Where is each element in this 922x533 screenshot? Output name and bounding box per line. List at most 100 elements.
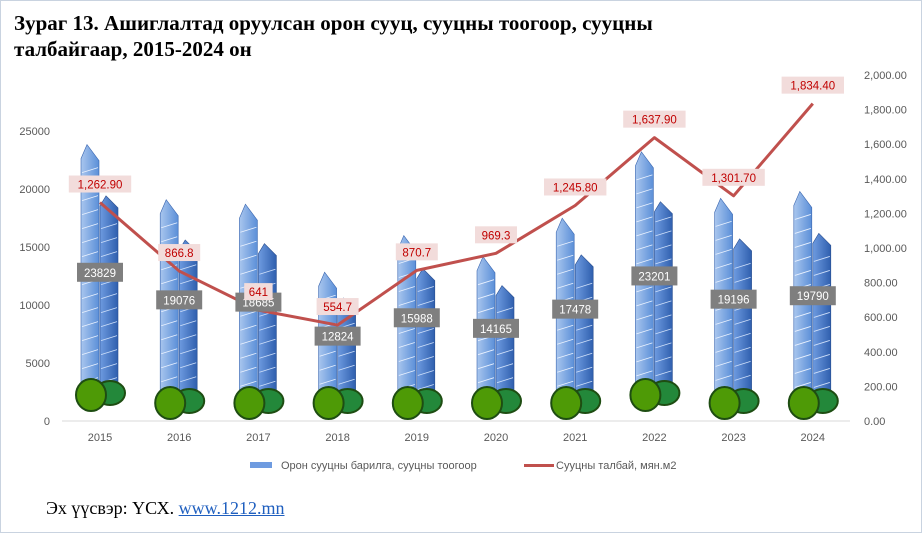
window-line bbox=[794, 368, 811, 374]
window-line bbox=[655, 286, 672, 293]
bar-value-box bbox=[631, 266, 678, 286]
bar-value-box bbox=[789, 286, 836, 306]
line-value-box bbox=[702, 168, 765, 186]
tree-icon bbox=[629, 378, 662, 412]
bar-value-label: 19790 bbox=[797, 291, 829, 303]
window-line bbox=[81, 223, 99, 229]
window-line bbox=[161, 376, 178, 383]
window-line bbox=[655, 356, 672, 363]
legend: Орон сууцны барилга, сууцны тоогоор Сууц… bbox=[250, 460, 676, 472]
window-line bbox=[576, 380, 593, 387]
title-line-1: Зураг 13. Ашиглалтад оруулсан орон сууц,… bbox=[14, 11, 653, 35]
source-link[interactable]: www.1212.mn bbox=[178, 498, 285, 518]
window-line bbox=[100, 335, 118, 341]
window-line bbox=[734, 276, 751, 283]
tree-icon bbox=[312, 386, 345, 420]
window-line bbox=[794, 214, 811, 220]
window-line bbox=[636, 300, 653, 307]
window-line bbox=[417, 300, 434, 306]
window-line bbox=[715, 262, 732, 269]
window-line bbox=[813, 270, 830, 276]
bar-value-box bbox=[473, 318, 519, 338]
window-line bbox=[100, 363, 118, 369]
bar-value-box bbox=[393, 308, 440, 328]
window-line bbox=[81, 209, 99, 215]
window-line bbox=[338, 364, 355, 371]
window-line bbox=[477, 293, 495, 300]
window-line bbox=[240, 240, 257, 247]
window-line bbox=[81, 335, 99, 341]
window-line bbox=[734, 262, 751, 269]
window-line bbox=[259, 268, 276, 275]
window-line bbox=[576, 352, 593, 359]
window-line bbox=[794, 312, 811, 318]
right-axis-tick-label: 400.00 bbox=[864, 347, 898, 359]
window-line bbox=[240, 366, 257, 373]
window-line bbox=[240, 380, 257, 387]
window-line bbox=[715, 276, 732, 283]
window-line bbox=[813, 354, 830, 360]
window-line bbox=[417, 342, 434, 348]
left-axis-tick-label: 15000 bbox=[19, 242, 50, 254]
window-line bbox=[655, 370, 672, 377]
window-line bbox=[259, 352, 276, 359]
bar-value-label: 12824 bbox=[322, 332, 355, 344]
window-line bbox=[813, 340, 830, 346]
window-line bbox=[734, 332, 751, 339]
window-line bbox=[636, 244, 653, 251]
bar-value-box bbox=[77, 262, 123, 282]
legend-bar-swatch bbox=[250, 462, 272, 468]
window-line bbox=[636, 216, 653, 223]
x-axis-tick-label: 2023 bbox=[721, 432, 745, 444]
line-value-box bbox=[68, 175, 132, 193]
window-line bbox=[81, 293, 99, 299]
window-line bbox=[496, 377, 514, 384]
window-line bbox=[557, 352, 574, 359]
bar-value-box bbox=[710, 289, 757, 309]
building-short bbox=[258, 243, 277, 402]
bar-value-label: 23201 bbox=[638, 271, 670, 283]
building-short bbox=[416, 268, 436, 402]
line-value-label: 1,262.90 bbox=[78, 180, 123, 192]
tree-icon bbox=[75, 378, 107, 412]
line-value-box bbox=[544, 178, 607, 196]
window-line bbox=[398, 356, 415, 362]
line-value-label: 870.7 bbox=[402, 247, 431, 259]
window-line bbox=[655, 328, 672, 335]
window-line bbox=[161, 320, 178, 327]
right-axis-tick-label: 2,000.00 bbox=[864, 70, 907, 82]
x-axis-tick-label: 2017 bbox=[246, 432, 270, 444]
window-line bbox=[100, 237, 118, 243]
right-axis-tick-label: 800.00 bbox=[864, 278, 898, 290]
window-line bbox=[100, 223, 118, 229]
window-line bbox=[100, 251, 118, 257]
window-line bbox=[398, 328, 415, 334]
window-line bbox=[100, 349, 118, 355]
line-value-label: 641 bbox=[249, 287, 268, 299]
window-line bbox=[576, 282, 593, 289]
window-line bbox=[655, 216, 672, 223]
window-line bbox=[557, 268, 574, 275]
window-line bbox=[557, 282, 574, 289]
window-line bbox=[240, 324, 257, 331]
bar-value-label: 14165 bbox=[480, 324, 512, 336]
line-value-label: 866.8 bbox=[165, 248, 194, 260]
line-value-label: 1,637.90 bbox=[632, 115, 677, 127]
window-line bbox=[794, 382, 811, 388]
window-line bbox=[715, 220, 732, 227]
window-line bbox=[398, 300, 415, 306]
x-axis-tick-label: 2019 bbox=[405, 432, 429, 444]
right-axis-tick-label: 1,200.00 bbox=[864, 208, 907, 220]
window-line bbox=[655, 314, 672, 321]
tree-icon bbox=[550, 386, 583, 420]
line-value-box bbox=[781, 76, 844, 94]
window-line bbox=[794, 256, 811, 262]
line-value-label: 969.3 bbox=[482, 230, 511, 242]
window-line bbox=[496, 307, 514, 314]
window-line bbox=[319, 364, 336, 371]
left-axis-tick-label: 5000 bbox=[26, 358, 50, 370]
bar-value-box bbox=[552, 299, 599, 319]
window-line bbox=[576, 366, 593, 373]
window-line bbox=[180, 376, 197, 383]
